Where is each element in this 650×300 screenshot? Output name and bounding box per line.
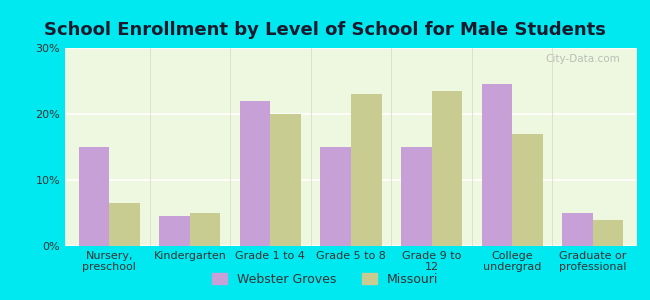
Bar — [482, 84, 512, 246]
Legend: Webster Groves, Missouri: Webster Groves, Missouri — [207, 268, 443, 291]
Text: City-Data.com: City-Data.com — [545, 54, 620, 64]
Bar — [190, 213, 220, 246]
Bar — [270, 114, 301, 246]
Bar — [562, 213, 593, 246]
Bar — [401, 147, 432, 246]
Bar — [432, 91, 462, 246]
Bar — [109, 203, 140, 246]
Bar — [79, 147, 109, 246]
Bar — [320, 147, 351, 246]
Bar — [240, 101, 270, 246]
Bar — [351, 94, 382, 246]
Bar — [593, 220, 623, 246]
Bar — [512, 134, 543, 246]
Bar — [159, 216, 190, 246]
Text: School Enrollment by Level of School for Male Students: School Enrollment by Level of School for… — [44, 21, 606, 39]
